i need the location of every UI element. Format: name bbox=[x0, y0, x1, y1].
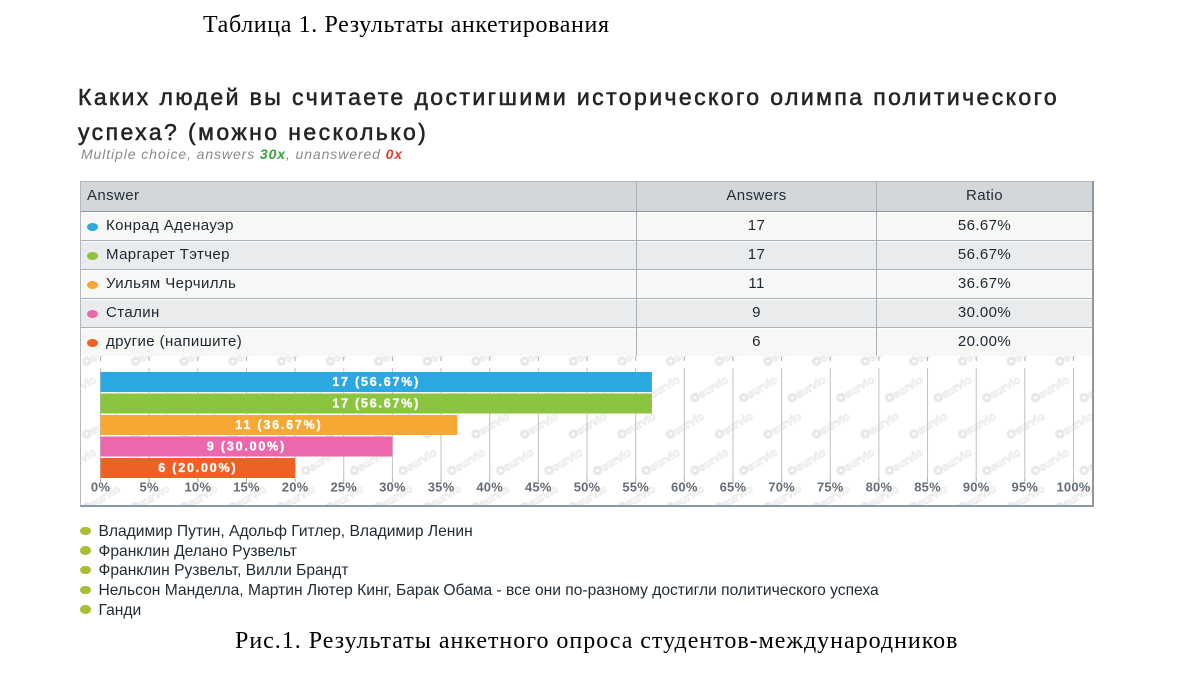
svg-text:50%: 50% bbox=[574, 480, 601, 495]
svg-text:✺survio: ✺survio bbox=[591, 447, 634, 479]
svg-text:✺survio: ✺survio bbox=[397, 447, 440, 479]
svg-text:85%: 85% bbox=[914, 480, 941, 495]
svg-text:✺survio: ✺survio bbox=[980, 447, 1023, 479]
svg-text:65%: 65% bbox=[720, 480, 747, 495]
svg-text:55%: 55% bbox=[622, 480, 649, 495]
svg-text:17 (56.67%): 17 (56.67%) bbox=[332, 375, 420, 389]
svg-text:✺survio: ✺survio bbox=[518, 356, 561, 370]
svg-text:100%: 100% bbox=[1056, 480, 1090, 495]
svg-text:✺survio: ✺survio bbox=[883, 374, 926, 406]
svg-text:✺survio: ✺survio bbox=[907, 356, 950, 370]
svg-text:✺survio: ✺survio bbox=[1029, 374, 1072, 406]
svg-text:0%: 0% bbox=[91, 480, 110, 495]
svg-text:95%: 95% bbox=[1012, 480, 1039, 495]
svg-text:✺survio: ✺survio bbox=[883, 447, 926, 479]
svg-text:✺survio: ✺survio bbox=[688, 374, 731, 406]
svg-text:✺survio: ✺survio bbox=[543, 447, 586, 479]
svg-text:✺survio: ✺survio bbox=[810, 410, 853, 442]
svg-text:70%: 70% bbox=[768, 480, 795, 495]
svg-text:✺survio: ✺survio bbox=[616, 410, 659, 442]
svg-text:✺survio: ✺survio bbox=[1078, 447, 1092, 479]
svg-text:✺survio: ✺survio bbox=[834, 447, 877, 479]
svg-text:✺survio: ✺survio bbox=[786, 374, 829, 406]
svg-text:✺survio: ✺survio bbox=[932, 447, 975, 479]
svg-text:✺survio: ✺survio bbox=[81, 374, 99, 406]
svg-text:✺survio: ✺survio bbox=[688, 447, 731, 479]
svg-text:15%: 15% bbox=[233, 480, 260, 495]
svg-text:✺survio: ✺survio bbox=[81, 447, 99, 479]
svg-text:✺survio: ✺survio bbox=[226, 356, 269, 370]
svg-text:30%: 30% bbox=[379, 480, 406, 495]
svg-text:✺survio: ✺survio bbox=[932, 374, 975, 406]
svg-text:✺survio: ✺survio bbox=[761, 356, 804, 370]
svg-text:✺survio: ✺survio bbox=[1005, 410, 1048, 442]
svg-text:✺survio: ✺survio bbox=[859, 356, 902, 370]
svg-text:80%: 80% bbox=[866, 480, 893, 495]
svg-text:✺survio: ✺survio bbox=[445, 447, 488, 479]
svg-text:✺survio: ✺survio bbox=[616, 356, 659, 370]
svg-text:17 (56.67%): 17 (56.67%) bbox=[332, 397, 420, 411]
svg-text:✺survio: ✺survio bbox=[1078, 374, 1092, 406]
svg-text:✺survio: ✺survio bbox=[834, 374, 877, 406]
svg-text:✺survio: ✺survio bbox=[567, 410, 610, 442]
svg-text:9 (30.00%): 9 (30.00%) bbox=[207, 440, 286, 454]
svg-text:✺survio: ✺survio bbox=[737, 447, 780, 479]
svg-text:✺survio: ✺survio bbox=[1029, 447, 1072, 479]
svg-text:✺survio: ✺survio bbox=[494, 447, 537, 479]
svg-text:✺survio: ✺survio bbox=[761, 410, 804, 442]
svg-text:✺survio: ✺survio bbox=[956, 356, 999, 370]
svg-text:✺survio: ✺survio bbox=[907, 410, 950, 442]
svg-text:✺survio: ✺survio bbox=[567, 356, 610, 370]
svg-text:40%: 40% bbox=[476, 480, 503, 495]
svg-text:✺survio: ✺survio bbox=[470, 410, 513, 442]
svg-text:20%: 20% bbox=[282, 480, 309, 495]
svg-text:✺survio: ✺survio bbox=[737, 374, 780, 406]
svg-text:✺survio: ✺survio bbox=[518, 410, 561, 442]
svg-text:✺survio: ✺survio bbox=[1053, 410, 1092, 442]
svg-text:✺survio: ✺survio bbox=[275, 356, 318, 370]
svg-text:✺survio: ✺survio bbox=[1005, 356, 1048, 370]
svg-text:✺survio: ✺survio bbox=[786, 447, 829, 479]
svg-text:✺survio: ✺survio bbox=[324, 356, 367, 370]
svg-text:✺survio: ✺survio bbox=[470, 356, 513, 370]
svg-text:✺survio: ✺survio bbox=[640, 447, 683, 479]
svg-text:✺survio: ✺survio bbox=[664, 356, 707, 370]
svg-text:✺survio: ✺survio bbox=[956, 410, 999, 442]
svg-text:✺survio: ✺survio bbox=[810, 356, 853, 370]
svg-text:10%: 10% bbox=[184, 480, 211, 495]
svg-text:✺survio: ✺survio bbox=[178, 356, 221, 370]
svg-text:11 (36.67%): 11 (36.67%) bbox=[235, 418, 322, 432]
svg-text:✺survio: ✺survio bbox=[1053, 356, 1092, 370]
svg-text:✺survio: ✺survio bbox=[421, 356, 464, 370]
svg-text:✺survio: ✺survio bbox=[980, 374, 1023, 406]
svg-text:35%: 35% bbox=[428, 480, 455, 495]
svg-text:45%: 45% bbox=[525, 480, 552, 495]
svg-text:✺survio: ✺survio bbox=[129, 356, 172, 370]
svg-text:✺survio: ✺survio bbox=[713, 410, 756, 442]
svg-text:✺survio: ✺survio bbox=[859, 410, 902, 442]
svg-text:75%: 75% bbox=[817, 480, 844, 495]
svg-text:5%: 5% bbox=[140, 480, 159, 495]
svg-text:✺survio: ✺survio bbox=[664, 410, 707, 442]
svg-text:6 (20.00%): 6 (20.00%) bbox=[158, 461, 237, 475]
svg-text:25%: 25% bbox=[330, 480, 357, 495]
svg-text:✺survio: ✺survio bbox=[81, 356, 123, 370]
svg-text:60%: 60% bbox=[671, 480, 698, 495]
svg-text:✺survio: ✺survio bbox=[713, 356, 756, 370]
svg-text:90%: 90% bbox=[963, 480, 990, 495]
svg-text:✺survio: ✺survio bbox=[372, 356, 415, 370]
